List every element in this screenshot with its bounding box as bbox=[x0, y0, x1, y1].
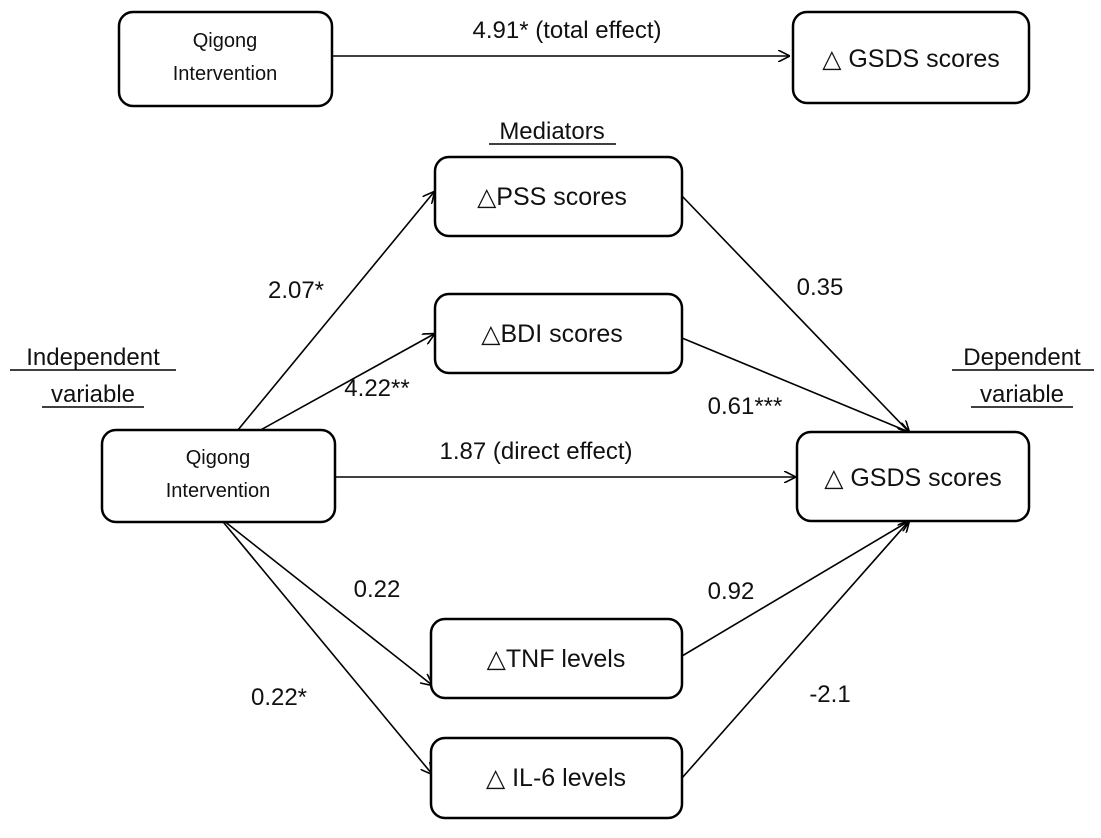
coef-iv-dv-direct: 1.87 (direct effect) bbox=[440, 438, 633, 465]
arrow-iv-to-tnf bbox=[218, 516, 432, 685]
coef-iv-tnf: 0.22 bbox=[354, 576, 401, 603]
iv-label-line1: Qigong bbox=[186, 447, 251, 469]
iv-label-line2: Intervention bbox=[166, 480, 271, 502]
il6-label: △ IL-6 levels bbox=[486, 764, 626, 792]
il6-node: △ IL-6 levels bbox=[429, 736, 684, 820]
coef-tnf-dv: 0.92 bbox=[708, 578, 755, 605]
coef-iv-pss: 2.07* bbox=[268, 277, 324, 304]
coef-il6-dv: -2.1 bbox=[809, 681, 850, 708]
arrow-pss-to-dv bbox=[681, 195, 909, 432]
tnf-node: △TNF levels bbox=[429, 617, 684, 700]
top-iv-node: Qigong Intervention bbox=[117, 10, 334, 108]
independent-heading-line1: Independent bbox=[26, 344, 160, 371]
pss-label: △PSS scores bbox=[477, 183, 627, 211]
dv-node: △ GSDS scores bbox=[795, 430, 1031, 523]
top-dv-label: △ GSDS scores bbox=[822, 45, 1000, 73]
pss-node: △PSS scores bbox=[433, 155, 684, 238]
tnf-label: △TNF levels bbox=[487, 645, 626, 673]
arrow-iv-to-pss bbox=[218, 192, 434, 454]
iv-node: Qigong Intervention bbox=[100, 428, 337, 524]
top-iv-label-line2: Intervention bbox=[173, 63, 278, 85]
arrow-iv-to-il6 bbox=[218, 516, 432, 774]
total-effect-label: 4.91* (total effect) bbox=[473, 17, 662, 44]
dependent-heading-line1: Dependent bbox=[963, 344, 1081, 371]
arrow-bdi-to-dv bbox=[681, 337, 909, 432]
bdi-label: △BDI scores bbox=[481, 320, 622, 348]
dv-label: △ GSDS scores bbox=[824, 464, 1002, 492]
arrow-il6-to-dv bbox=[681, 521, 909, 779]
coef-bdi-dv: 0.61*** bbox=[708, 393, 783, 420]
dependent-heading-line2: variable bbox=[980, 381, 1064, 408]
top-dv-node: △ GSDS scores bbox=[791, 10, 1031, 105]
top-iv-label-line1: Qigong bbox=[193, 30, 258, 52]
independent-heading-line2: variable bbox=[51, 381, 135, 408]
coef-iv-bdi: 4.22** bbox=[344, 375, 409, 402]
bdi-node: △BDI scores bbox=[433, 292, 684, 375]
coef-iv-il6: 0.22* bbox=[251, 684, 307, 711]
coef-pss-dv: 0.35 bbox=[797, 274, 844, 301]
arrow-tnf-to-dv bbox=[681, 521, 909, 657]
mediators-heading: Mediators bbox=[499, 118, 604, 145]
